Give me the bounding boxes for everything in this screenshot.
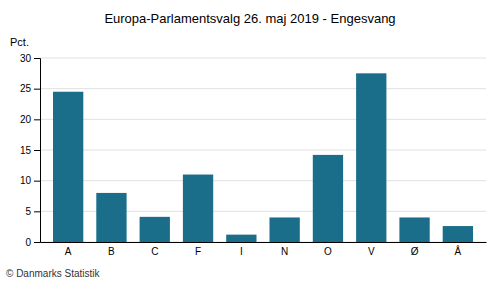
grid-line: [40, 88, 486, 89]
tick-label: B: [108, 246, 115, 257]
tick-mark: [34, 181, 40, 182]
bar: [269, 217, 299, 242]
grid-line: [40, 119, 486, 120]
tick-label: F: [195, 246, 201, 257]
tick: 30: [20, 53, 40, 64]
axis-title: Pct.: [10, 36, 29, 48]
tick-label: 0: [25, 237, 31, 248]
tick: 20: [20, 114, 40, 125]
tick-label: C: [151, 246, 158, 257]
tick-label: Ø: [411, 246, 419, 257]
bar: [356, 73, 386, 242]
tick: 25: [20, 83, 40, 94]
tick: O: [324, 246, 332, 257]
bar: [96, 193, 126, 242]
tick-mark: [34, 150, 40, 151]
grid-line: [40, 150, 486, 151]
bars: [53, 73, 473, 242]
tick: N: [281, 246, 288, 257]
tick-label: 5: [25, 206, 31, 217]
tick: B: [108, 246, 115, 257]
tick-mark: [34, 242, 40, 243]
tick: 15: [20, 145, 40, 156]
tick-label: 25: [20, 83, 32, 94]
tick: C: [151, 246, 158, 257]
tick: Ø: [411, 246, 419, 257]
grid-line: [40, 180, 486, 181]
tick-label: 15: [20, 145, 32, 156]
tick: V: [368, 246, 375, 257]
bar: [443, 226, 473, 242]
axis-line: [34, 59, 41, 243]
tick-mark: [34, 58, 40, 59]
bar: [226, 235, 256, 242]
tick-mark: [34, 89, 40, 90]
tick: Å: [455, 245, 462, 257]
chart: Europa-Parlamentsvalg 26. maj 2019 - Eng…: [0, 0, 500, 282]
tick-label: I: [240, 246, 243, 257]
tick-mark: [34, 211, 40, 212]
bar: [313, 155, 343, 242]
bar: [183, 175, 213, 242]
tick-mark: [34, 119, 40, 120]
bar: [140, 217, 170, 242]
tick-label: O: [324, 246, 332, 257]
grid-line: [40, 58, 486, 59]
bar: [53, 92, 83, 242]
tick-label: N: [281, 246, 288, 257]
plot: 0 5 10 15 20 25 30 A B C F I N O V Ø Å: [20, 53, 487, 257]
tick: 10: [20, 175, 40, 186]
tick-label: 10: [20, 175, 32, 186]
title: Europa-Parlamentsvalg 26. maj 2019 - Eng…: [104, 11, 395, 26]
tick: A: [65, 246, 72, 257]
tick-label: V: [368, 246, 375, 257]
tick: F: [195, 246, 201, 257]
tick-label: 30: [20, 53, 32, 64]
tick-label: A: [65, 246, 72, 257]
grid: [40, 58, 486, 242]
tick: 0: [25, 237, 40, 248]
tick: I: [240, 246, 243, 257]
tick-label: Å: [455, 245, 462, 257]
tick: 5: [25, 206, 40, 217]
footer: © Danmarks Statistik: [6, 268, 101, 279]
x-axis: ABCFINOVØÅ: [41, 243, 487, 258]
y-axis: 0 5 10 15 20 25 30: [20, 53, 41, 248]
bar: [399, 217, 429, 242]
tick-label: 20: [20, 114, 32, 125]
axis-line: [41, 242, 487, 243]
